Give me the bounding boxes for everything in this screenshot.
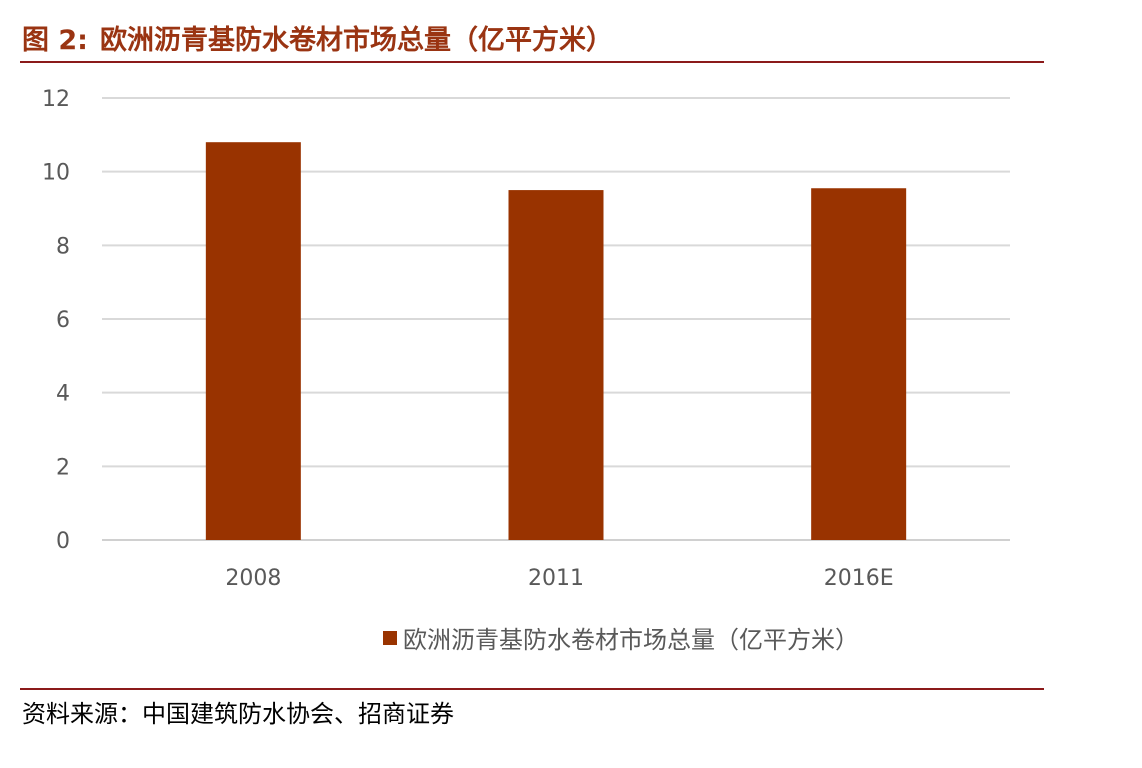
- y-tick-label: 2: [56, 455, 70, 480]
- y-tick-label: 0: [56, 529, 70, 554]
- legend-swatch: [383, 630, 397, 645]
- y-tick-label: 6: [56, 308, 70, 333]
- y-tick-label: 10: [42, 161, 70, 186]
- figure-title-text: 欧洲沥青基防水卷材市场总量（亿平方米）: [99, 25, 613, 56]
- legend-label: 欧洲沥青基防水卷材市场总量（亿平方米）: [403, 626, 859, 654]
- legend: 欧洲沥青基防水卷材市场总量（亿平方米）: [50, 620, 1142, 655]
- y-axis-ticks: 0 2 4 6 8 10 12: [42, 87, 70, 554]
- x-tick-label: 2016E: [824, 566, 894, 591]
- x-tick-label: 2011: [528, 566, 584, 591]
- source-note: 资料来源：中国建筑防水协会、招商证券: [22, 700, 454, 728]
- figure-label: 图 2:: [22, 25, 88, 56]
- bars: [205, 142, 907, 541]
- y-tick-label: 12: [42, 87, 70, 112]
- bar-2016e: [811, 188, 907, 540]
- figure-title: 图 2: 欧洲沥青基防水卷材市场总量（亿平方米）: [22, 18, 613, 58]
- x-tick-label: 2008: [225, 566, 281, 591]
- x-axis-ticks: 2008 2011 2016E: [225, 566, 893, 591]
- y-tick-label: 8: [56, 234, 70, 259]
- bar-chart: 0 2 4 6 8 10 12 2008 2011 2016E: [42, 87, 1010, 591]
- bar-2008: [205, 142, 301, 540]
- source-rule: [20, 688, 1044, 690]
- title-rule: [20, 61, 1044, 63]
- y-tick-label: 4: [56, 382, 70, 407]
- bar-2011: [508, 190, 604, 541]
